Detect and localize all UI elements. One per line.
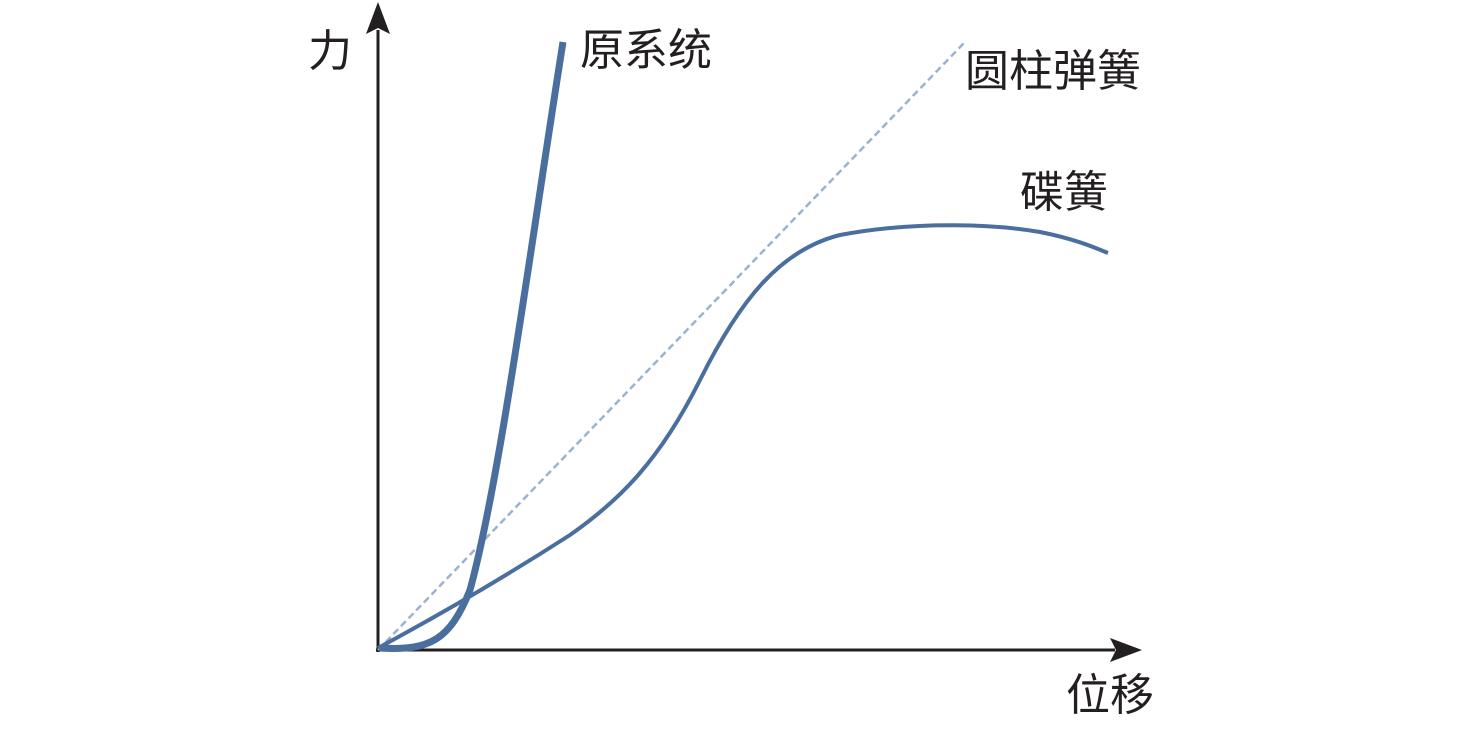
curve-label: 圆柱弹簧 (965, 47, 1141, 96)
y-axis-arrow (366, 2, 390, 34)
cylindrical-spring-curve (377, 41, 966, 651)
disc-spring-curve (377, 223, 1109, 650)
x-axis-label: 位移 (1066, 671, 1154, 720)
x-axis-arrow (1110, 638, 1142, 662)
original-system-curve (379, 41, 567, 652)
curve-label: 碟簧 (1020, 168, 1108, 217)
y-axis-label: 力 (308, 27, 352, 76)
curve-label: 原系统 (580, 26, 712, 75)
